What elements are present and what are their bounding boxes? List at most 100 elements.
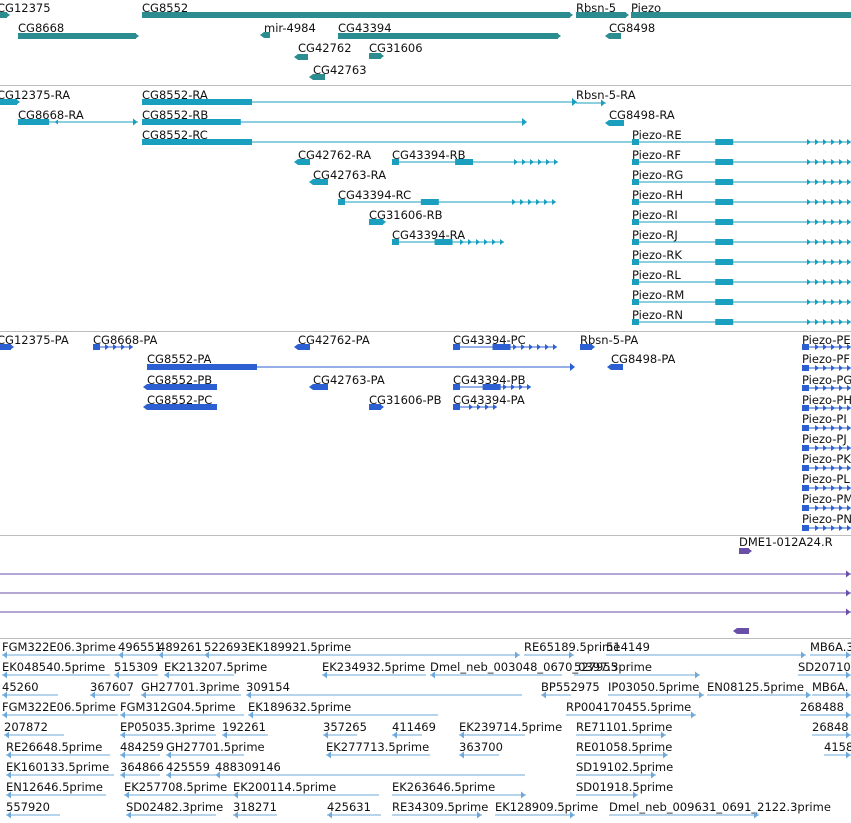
feature-cg43394-ra[interactable]: CG43394-RA xyxy=(0,86,504,245)
feature-glyph[interactable] xyxy=(142,97,577,107)
feature-glyph[interactable] xyxy=(147,362,575,372)
feature-glyph[interactable] xyxy=(215,770,525,780)
feature-glyph[interactable] xyxy=(812,730,851,740)
feature-557920[interactable]: 557920 xyxy=(0,639,60,819)
feature-glyph[interactable] xyxy=(0,342,14,352)
feature-glyph[interactable] xyxy=(608,690,704,700)
feature-glyph[interactable] xyxy=(246,690,522,700)
feature-cg8552-pc[interactable]: CG8552-PC xyxy=(0,332,217,410)
feature-367607[interactable]: 367607 xyxy=(0,639,134,699)
feature-gh27701-5prime[interactable]: GH27701.5prime xyxy=(0,639,265,759)
feature-cg12375[interactable]: CG12375 xyxy=(0,0,51,18)
feature-glyph[interactable] xyxy=(6,750,110,760)
feature-fgm322e06-5prime[interactable]: FGM322E06.5prime xyxy=(0,639,118,719)
feature-glyph[interactable] xyxy=(632,277,851,287)
feature-cg12375-pa[interactable]: CG12375-PA xyxy=(0,332,69,350)
feature-piezo-rl[interactable]: Piezo-RL xyxy=(0,86,851,285)
feature-glyph[interactable] xyxy=(114,670,158,680)
feature-glyph[interactable] xyxy=(802,523,851,533)
feature-cg8498-ra[interactable]: CG8498-RA xyxy=(0,86,675,126)
feature-glyph[interactable] xyxy=(605,31,621,41)
feature-glyph[interactable] xyxy=(812,690,851,700)
feature-527955[interactable]: 527955 xyxy=(0,639,700,679)
feature-rp004170455-5prime[interactable]: RP004170455.5prime xyxy=(0,639,696,719)
feature-cg42762-pa[interactable]: CG42762-PA xyxy=(0,332,370,350)
feature-glyph[interactable] xyxy=(158,650,182,660)
feature-cg8552-pb[interactable]: CG8552-PB xyxy=(0,332,217,390)
feature-glyph[interactable] xyxy=(2,690,58,700)
feature-glyph[interactable] xyxy=(800,710,851,720)
feature-cg43394[interactable]: CG43394 xyxy=(0,0,561,39)
feature-glyph[interactable] xyxy=(369,217,386,227)
feature-glyph[interactable] xyxy=(392,237,504,247)
feature-piezo-ri[interactable]: Piezo-RI xyxy=(0,86,851,225)
feature-glyph[interactable] xyxy=(143,402,217,412)
feature-268488[interactable]: 268488 xyxy=(0,639,851,719)
feature-cg42763-ra[interactable]: CG42763-RA xyxy=(0,86,386,185)
feature-glyph[interactable] xyxy=(18,31,139,41)
feature-ek213207-5prime[interactable]: EK213207.5prime xyxy=(0,639,267,679)
feature-cg42762[interactable]: CG42762 xyxy=(0,0,352,60)
feature-glyph[interactable] xyxy=(222,730,268,740)
feature-cg8552-pa[interactable]: CG8552-PA xyxy=(0,332,575,371)
feature-glyph[interactable] xyxy=(739,546,752,556)
feature-cg8668-ra[interactable]: CG8668-RA xyxy=(0,86,138,126)
feature-piezo[interactable]: Piezo xyxy=(0,0,851,18)
feature-glyph[interactable] xyxy=(0,569,851,579)
feature-glyph[interactable] xyxy=(323,730,357,740)
feature-glyph[interactable] xyxy=(294,342,310,352)
feature-re01058-5prime[interactable]: RE01058.5prime xyxy=(0,639,672,759)
feature-piezo-rn[interactable]: Piezo-RN xyxy=(0,86,851,325)
feature-488309146[interactable]: 488309146 xyxy=(0,639,525,779)
feature-cg43394-rc[interactable]: CG43394-RC xyxy=(0,86,556,205)
feature-glyph[interactable] xyxy=(495,810,575,820)
feature-glyph[interactable] xyxy=(605,118,624,128)
feature-glyph[interactable] xyxy=(204,650,250,660)
feature-glyph[interactable] xyxy=(2,710,118,720)
feature-glyph[interactable] xyxy=(802,342,851,352)
feature-glyph[interactable] xyxy=(802,443,851,453)
feature-fgm312g04-5prime[interactable]: FGM312G04.5prime xyxy=(0,639,244,719)
feature-309154[interactable]: 309154 xyxy=(0,639,522,699)
feature-ek189632-5prime[interactable]: EK189632.5prime xyxy=(0,639,438,719)
feature-glyph[interactable] xyxy=(632,257,851,267)
feature-glyph[interactable] xyxy=(802,463,851,473)
feature-glyph[interactable] xyxy=(606,650,806,660)
feature-bp552975[interactable]: BP552975 xyxy=(0,639,600,699)
feature-glyph[interactable] xyxy=(453,382,531,392)
feature-glyph[interactable] xyxy=(294,157,310,167)
feature-rbsn-5-ra[interactable]: Rbsn-5-RA xyxy=(0,86,636,107)
feature-sd20710[interactable]: SD20710 xyxy=(0,639,851,679)
feature-glyph[interactable] xyxy=(802,483,851,493)
feature-glyph[interactable] xyxy=(632,137,851,147)
feature-glyph[interactable] xyxy=(120,750,160,760)
feature-piezo-pi[interactable]: Piezo-PI xyxy=(0,332,851,431)
feature-unlabeled[interactable] xyxy=(0,536,851,597)
feature-piezo-pf[interactable]: Piezo-PF xyxy=(0,332,851,371)
feature-glyph[interactable] xyxy=(143,382,217,392)
feature-glyph[interactable] xyxy=(120,710,244,720)
feature-piezo-re[interactable]: Piezo-RE xyxy=(0,86,851,145)
feature-425559[interactable]: 425559 xyxy=(0,639,218,779)
feature-ek234932-5prime[interactable]: EK234932.5prime xyxy=(0,639,426,679)
feature-4158[interactable]: 4158 xyxy=(0,639,851,759)
feature-rbsn-5[interactable]: Rbsn-5 xyxy=(0,0,629,18)
feature-496551[interactable]: 496551 xyxy=(0,639,162,659)
feature-piezo-rk[interactable]: Piezo-RK xyxy=(0,86,851,265)
feature-ep05035-3prime[interactable]: EP05035.3prime xyxy=(0,639,216,739)
feature-piezo-pl[interactable]: Piezo-PL xyxy=(0,332,851,491)
feature-glyph[interactable] xyxy=(574,670,700,680)
feature-glyph[interactable] xyxy=(802,383,851,393)
feature-glyph[interactable] xyxy=(0,97,20,107)
feature-dmel-neb-009631-0691-2122-3prime[interactable]: Dmel_neb_009631_0691_2122.3prime xyxy=(0,639,831,819)
feature-glyph[interactable] xyxy=(802,363,851,373)
feature-glyph[interactable] xyxy=(632,197,851,207)
feature-re26648-5prime[interactable]: RE26648.5prime xyxy=(0,639,110,759)
feature-mir-4984[interactable]: mir-4984 xyxy=(0,0,316,38)
feature-glyph[interactable] xyxy=(392,730,422,740)
feature-glyph[interactable] xyxy=(233,810,277,820)
feature-318271[interactable]: 318271 xyxy=(0,639,277,819)
feature-glyph[interactable] xyxy=(566,710,696,720)
feature-484259[interactable]: 484259 xyxy=(0,639,164,759)
